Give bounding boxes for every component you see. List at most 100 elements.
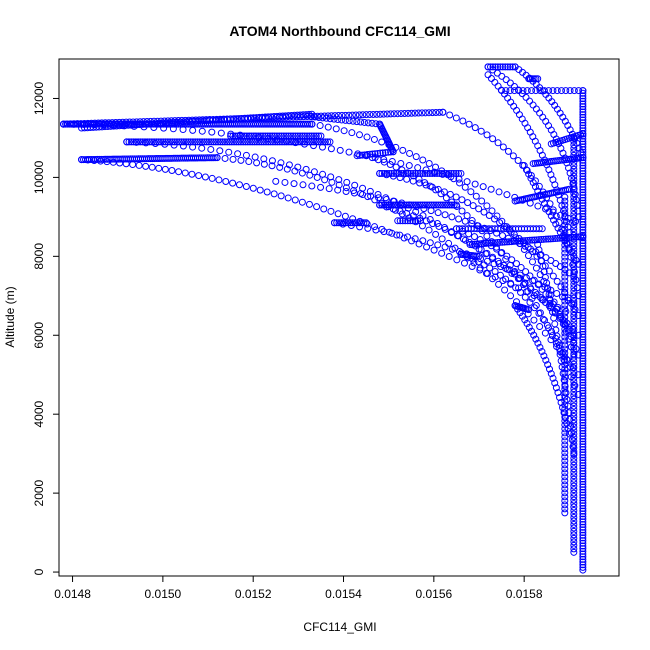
data-point xyxy=(570,392,578,400)
data-point xyxy=(487,239,495,247)
data-point xyxy=(303,132,311,140)
data-point xyxy=(315,132,323,140)
data-point xyxy=(311,113,319,121)
data-point xyxy=(579,162,587,170)
data-point xyxy=(421,201,429,209)
data-point xyxy=(544,235,552,243)
data-point xyxy=(504,147,512,155)
data-point xyxy=(480,261,488,269)
data-point xyxy=(508,256,516,264)
data-point xyxy=(441,201,449,209)
data-point xyxy=(504,63,512,71)
data-point xyxy=(518,115,526,123)
data-point xyxy=(579,188,587,196)
data-point xyxy=(510,230,518,238)
data-point xyxy=(179,142,187,150)
data-point xyxy=(391,201,399,209)
data-point xyxy=(189,143,197,151)
data-point xyxy=(523,87,531,95)
data-point xyxy=(570,507,578,515)
data-point xyxy=(570,489,578,497)
data-point xyxy=(579,499,587,507)
data-point xyxy=(392,143,400,151)
data-point xyxy=(579,502,587,510)
data-point xyxy=(305,110,313,118)
data-point xyxy=(420,205,428,213)
data-point xyxy=(579,563,587,571)
data-point xyxy=(465,238,473,246)
data-point xyxy=(148,163,156,171)
data-point xyxy=(579,290,587,298)
data-point xyxy=(579,389,587,397)
data-point xyxy=(570,291,578,299)
data-point xyxy=(514,157,522,165)
data-point xyxy=(570,87,578,95)
data-point xyxy=(579,199,587,207)
data-point xyxy=(570,482,578,490)
data-point xyxy=(376,149,384,157)
data-point xyxy=(520,162,528,170)
data-point xyxy=(518,312,526,320)
data-point xyxy=(371,196,379,204)
data-point xyxy=(216,147,224,155)
data-point xyxy=(465,230,473,238)
data-point xyxy=(376,169,384,177)
data-point xyxy=(572,345,580,353)
data-point xyxy=(564,402,572,410)
data-point xyxy=(392,163,400,171)
data-point xyxy=(475,258,483,266)
data-point xyxy=(281,178,289,186)
data-point xyxy=(579,247,587,255)
data-point xyxy=(501,286,509,294)
data-point xyxy=(579,384,587,392)
data-point xyxy=(553,290,561,298)
data-point xyxy=(579,170,587,178)
data-point xyxy=(579,542,587,550)
data-point xyxy=(412,153,420,161)
data-point xyxy=(453,256,461,264)
data-point xyxy=(320,205,328,213)
data-point xyxy=(521,119,529,127)
data-point xyxy=(561,273,569,281)
data-point xyxy=(342,188,350,196)
data-point xyxy=(330,219,338,227)
data-point xyxy=(561,417,569,425)
data-point xyxy=(561,493,569,501)
data-point xyxy=(579,349,587,357)
data-point xyxy=(572,256,580,264)
data-point xyxy=(579,405,587,413)
data-point xyxy=(487,227,495,235)
data-point xyxy=(464,199,472,207)
data-point xyxy=(579,561,587,569)
data-point xyxy=(570,493,578,501)
data-point xyxy=(579,429,587,437)
data-point xyxy=(579,221,587,229)
data-point xyxy=(414,164,422,172)
data-point xyxy=(195,172,203,180)
data-point xyxy=(561,469,569,477)
data-point xyxy=(579,365,587,373)
data-point xyxy=(168,167,176,175)
data-point xyxy=(340,127,348,135)
data-point xyxy=(554,224,562,232)
data-point xyxy=(437,201,445,209)
data-point xyxy=(430,168,438,176)
data-point xyxy=(579,523,587,531)
data-point xyxy=(570,510,578,518)
data-point xyxy=(394,110,402,118)
data-point xyxy=(452,114,460,122)
data-point xyxy=(497,263,505,271)
data-point xyxy=(542,117,550,125)
data-point xyxy=(506,87,514,95)
data-point xyxy=(531,183,539,191)
data-point xyxy=(249,184,257,192)
data-point xyxy=(579,253,587,261)
data-point xyxy=(263,188,271,196)
data-point xyxy=(561,377,569,385)
data-point xyxy=(579,223,587,231)
data-point xyxy=(579,526,587,534)
data-point xyxy=(556,310,564,318)
data-point xyxy=(570,524,578,532)
data-point xyxy=(570,339,578,347)
data-point xyxy=(561,453,569,461)
